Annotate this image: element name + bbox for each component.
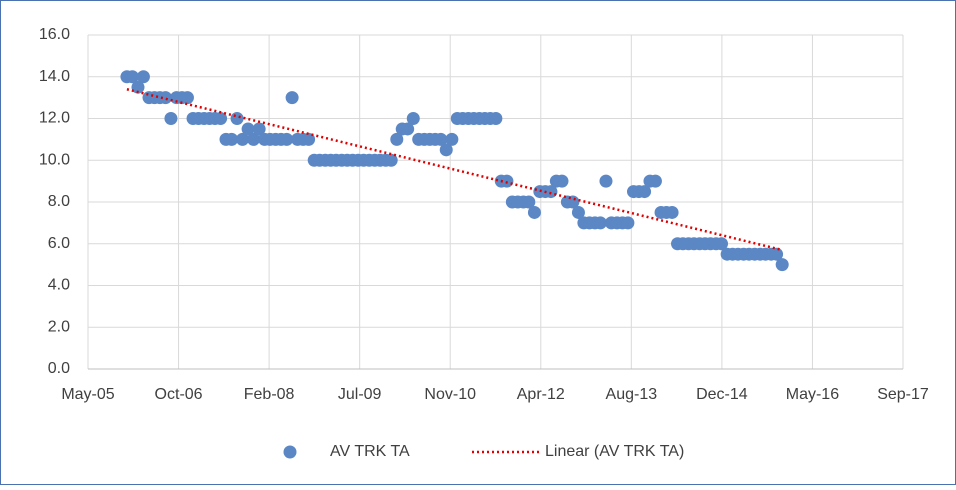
point [214,112,228,125]
point [439,143,453,157]
point [665,205,679,219]
x-tick-label: Oct-06 [155,386,203,403]
point [500,174,514,188]
point [131,80,145,94]
point [225,132,239,146]
y-tick-label: 8.0 [48,193,70,210]
x-tick-label: Nov-10 [424,386,476,403]
point [489,112,503,125]
y-tick-label: 12.0 [39,110,70,127]
point [638,185,652,199]
x-tick-label: Dec-14 [696,386,748,403]
point [159,91,173,105]
y-tick-label: 4.0 [48,277,70,294]
x-tick-label: Apr-12 [517,386,565,403]
point [235,132,249,146]
y-tick-label: 10.0 [39,151,70,168]
y-tick-label: 0.0 [48,360,70,377]
point [230,112,244,125]
x-tick-label: May-05 [61,386,114,403]
point [445,132,459,146]
point [247,132,261,146]
point [302,132,316,146]
point [648,174,662,188]
point [621,216,635,230]
point [775,258,789,272]
legend-label: Linear (AV TRK TA) [545,443,684,460]
y-tick-label: 6.0 [48,235,70,252]
point [434,132,448,146]
x-tick-label: Jul-09 [338,386,382,403]
x-tick-label: Sep-17 [877,386,929,403]
point [599,174,613,188]
x-tick-label: Aug-13 [606,386,658,403]
point [593,216,607,230]
point [241,122,255,136]
y-tick-label: 16.0 [39,26,70,43]
point [527,205,541,219]
point [522,195,536,209]
point [252,122,266,136]
point [285,91,299,105]
point [164,112,178,125]
point [571,205,585,219]
point [280,132,294,146]
point [406,112,420,125]
legend-swatch [283,445,297,459]
point [384,153,398,167]
y-tick-label: 14.0 [39,68,70,85]
x-tick-label: Feb-08 [244,386,295,403]
y-tick-label: 2.0 [48,318,70,335]
point [125,70,139,84]
point [390,132,404,146]
point [770,247,784,261]
x-tick-label: May-16 [786,386,839,403]
point [136,70,150,84]
point [401,122,415,136]
point [715,237,729,251]
point [555,174,569,188]
point [180,91,194,105]
legend-label: AV TRK TA [330,443,410,460]
